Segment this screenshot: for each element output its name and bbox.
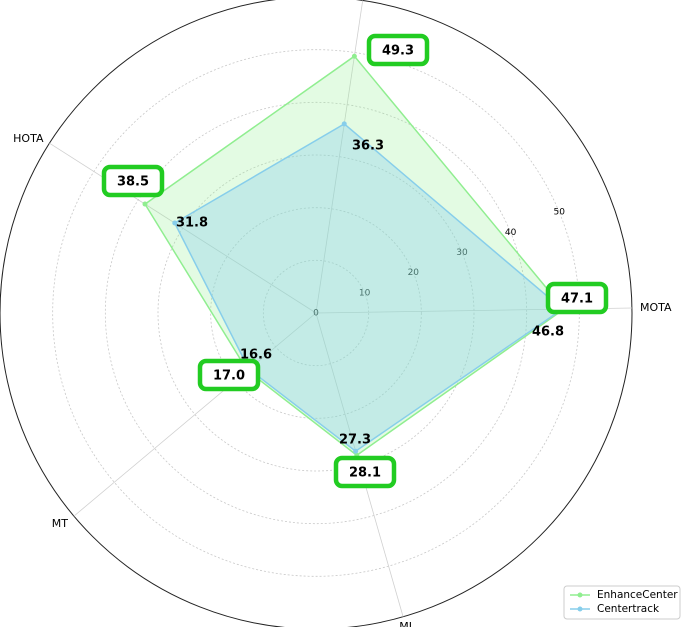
data-label: 49.3: [382, 44, 414, 59]
radial-tick-label: 0: [313, 309, 319, 319]
grid-circle: [157, 154, 475, 472]
radial-tick-label: 30: [456, 248, 468, 258]
data-label: 36.3: [352, 139, 384, 154]
series-point: [351, 53, 357, 59]
grid-circle: [262, 259, 370, 367]
radial-tick-label: 50: [554, 208, 566, 218]
radial-tick-label: 10: [359, 288, 371, 298]
legend-label-enhancecenter: EnhanceCenter: [597, 589, 678, 601]
series-point: [353, 448, 359, 454]
legend-marker: [577, 606, 583, 612]
series-point: [172, 220, 178, 226]
grid-circle: [210, 207, 422, 419]
series-point: [142, 201, 148, 207]
highlight-box: [545, 281, 609, 315]
radial-tick-label: 20: [408, 268, 420, 278]
legend-label-centertrack: Centertrack: [597, 603, 660, 615]
spoke-line: [73, 312, 317, 517]
axis-label-mt: MT: [52, 517, 68, 530]
data-label: 47.1: [561, 292, 593, 307]
data-label: 31.8: [176, 216, 208, 231]
spoke-line: [315, 0, 364, 314]
legend-box: [563, 585, 681, 620]
data-label: 38.5: [117, 175, 149, 190]
axis-label-ml: ML: [399, 620, 415, 627]
label-layer: 47.1 49.3 38.5 17.0 28.1 46.8 36.3 31.8 16.6 27.3: [101, 33, 609, 489]
data-label: 17.0: [213, 369, 245, 384]
highlight-box: [197, 358, 261, 392]
axis-label-mota: MOTA: [640, 301, 672, 314]
spoke-line: [49, 142, 317, 314]
outer-circle: [0, 0, 633, 627]
grid-circle: [104, 101, 528, 525]
legend: EnhanceCenter Centertrack: [563, 585, 681, 620]
series-layer: [142, 53, 567, 458]
highlight-box: [101, 164, 165, 198]
data-label: 27.3: [339, 433, 371, 448]
data-label: 46.8: [532, 325, 564, 340]
data-label: 16.6: [240, 348, 272, 363]
radial-tick-label: 40: [505, 228, 517, 238]
legend-marker: [577, 592, 583, 598]
data-label: 28.1: [349, 466, 381, 481]
series-point: [341, 121, 347, 127]
highlight-box: [333, 455, 397, 489]
highlight-box: [366, 33, 430, 67]
series-area-enhancecenter: [143, 55, 566, 457]
series-area-centertrack: [173, 122, 564, 453]
axis-label-hota: HOTA: [13, 132, 44, 145]
